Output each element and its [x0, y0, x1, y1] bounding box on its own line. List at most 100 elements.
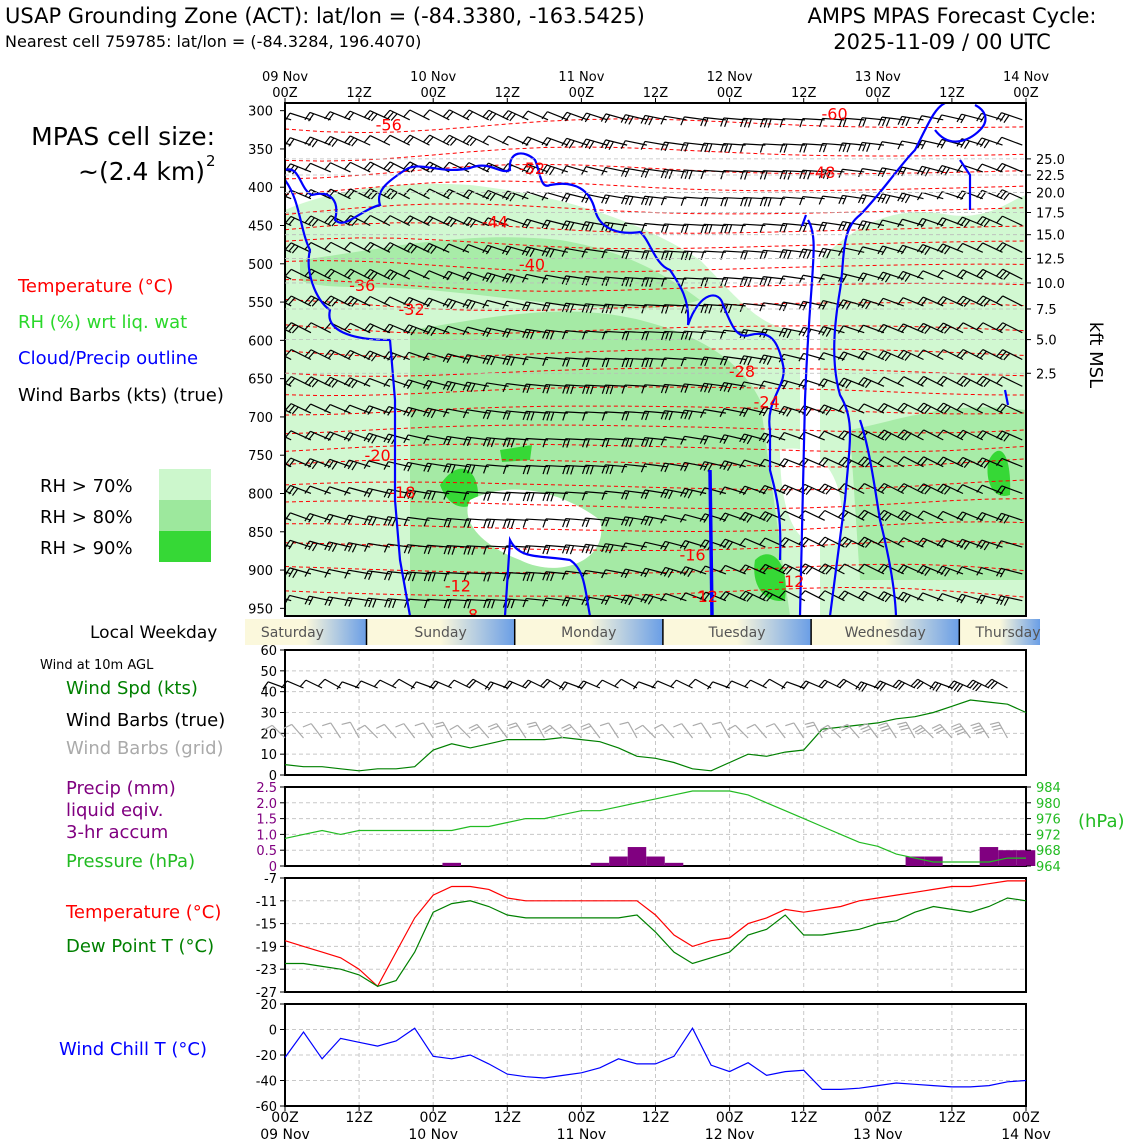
wind-barb-feather — [724, 143, 729, 153]
wind-barb-feather — [522, 383, 527, 393]
wind-barb-feather — [979, 513, 987, 522]
wind-barb-feather — [783, 223, 788, 233]
wind-barb-feather — [304, 376, 312, 385]
wind-barb-feather — [526, 721, 536, 726]
wind-barb — [758, 406, 786, 417]
wind-barb-feather — [897, 323, 904, 332]
y-tick-label: -23 — [256, 963, 277, 978]
wind-barb-feather — [383, 351, 390, 360]
wind-barb-feather — [446, 136, 454, 145]
wind-barb — [976, 457, 1003, 469]
wind-barb — [363, 161, 391, 173]
wind-barb-feather — [509, 113, 516, 122]
wind-barb-feather — [821, 327, 828, 336]
wind-barb-feather — [857, 298, 864, 307]
wind-barb-feather — [758, 406, 765, 416]
wind-barb-shaft — [389, 161, 411, 173]
wind-barb-feather — [680, 277, 685, 287]
wind-barb — [877, 271, 904, 283]
wind-barb-feather — [864, 540, 872, 548]
wind-barb — [758, 380, 786, 390]
wind-barb — [463, 463, 489, 474]
wind-barb-feather — [581, 112, 587, 121]
wind-barb — [392, 678, 415, 689]
wind-barb-feather — [727, 724, 736, 731]
wind-barb-feather — [641, 358, 646, 367]
wind-barb — [976, 137, 1003, 149]
wind-barb-feather — [383, 109, 391, 118]
wind-barb-feather — [644, 595, 650, 604]
wind-barb-feather — [668, 331, 673, 341]
wind-barb-feather — [940, 539, 947, 548]
wind-barb-feather — [529, 330, 535, 340]
wind-barb-feather — [308, 541, 314, 551]
wind-barb — [699, 487, 727, 496]
wind-barb — [562, 411, 588, 421]
wind-barb — [818, 430, 845, 441]
wind-barb-feather — [467, 518, 472, 528]
wind-barb-feather — [529, 166, 536, 175]
wind-barb-feather — [917, 296, 924, 305]
cell-size-label: MPAS cell size: — [31, 122, 215, 151]
wind-barb — [679, 566, 707, 578]
wind-barb — [838, 590, 865, 602]
wind-barb-feather — [387, 434, 393, 444]
wind-barb — [699, 591, 727, 602]
wind-barb — [601, 464, 628, 475]
wind-barb-feather — [351, 544, 357, 553]
wind-barb-feather — [427, 572, 432, 582]
wind-barb-feather — [857, 456, 865, 465]
wind-barb-feather — [546, 411, 551, 421]
wind-barb-feather — [743, 329, 749, 339]
wind-barb-feather — [759, 250, 764, 259]
wind-barb-feather — [884, 513, 892, 522]
wind-barb-shaft — [824, 509, 845, 521]
wind-barb — [838, 117, 865, 128]
wind-barb-shaft — [962, 484, 984, 495]
top-day-label: 10 Nov — [410, 70, 456, 85]
wind-barb-feather — [995, 512, 1002, 522]
wind-barb-feather — [502, 135, 509, 144]
wind-barb-feather — [525, 302, 531, 312]
wind-barb-shaft — [676, 679, 693, 689]
wind-barb-feather — [857, 563, 865, 572]
wind-barb-feather — [565, 597, 571, 607]
wind-barb — [264, 724, 286, 739]
wind-barb-shaft — [703, 250, 726, 253]
wind-barb — [897, 376, 924, 387]
wind-barb-feather — [956, 243, 964, 251]
wind-barb — [447, 679, 471, 689]
wind-barb — [581, 248, 608, 258]
wind-barb-feather — [920, 485, 928, 493]
wind-barb-feather — [910, 678, 919, 687]
wind-barb-feather — [304, 430, 311, 439]
wind-barb-feather — [562, 438, 567, 448]
wind-barb-feather — [865, 222, 871, 231]
top-day-label: 13 Nov — [855, 70, 901, 85]
wind-barb — [363, 350, 391, 362]
wind-barb-feather — [704, 197, 709, 207]
wind-barb-feather — [363, 488, 370, 497]
wind-barb-feather — [462, 436, 468, 446]
wind-barb-feather — [285, 189, 292, 198]
wind-barb-feather — [904, 353, 912, 361]
wind-barb-feather — [884, 433, 892, 441]
wind-barb-feather — [857, 194, 863, 204]
wind-barb — [995, 136, 1023, 146]
wind-barb-feather — [900, 325, 908, 333]
wind-barb-feather — [443, 599, 448, 609]
wind-barb-feather — [581, 248, 587, 258]
wind-barb-feather — [822, 727, 831, 733]
wind-barb — [818, 326, 845, 337]
cross-section-panel: -56-52-44-40-36-32-28-24-20-18-16-12-12-… — [248, 70, 1106, 617]
wind-barb-feather — [917, 510, 924, 519]
wind-barb — [641, 277, 667, 287]
wind-barb-feather — [443, 545, 448, 555]
wind-barb-feather — [269, 245, 275, 252]
wind-barb-shaft — [903, 456, 924, 468]
wind-barb-feather — [363, 296, 371, 304]
weekday-name: Monday — [561, 625, 616, 641]
wind-barb-feather — [530, 492, 535, 502]
wind-barb-feather — [581, 303, 586, 313]
wind-barb — [403, 516, 430, 526]
